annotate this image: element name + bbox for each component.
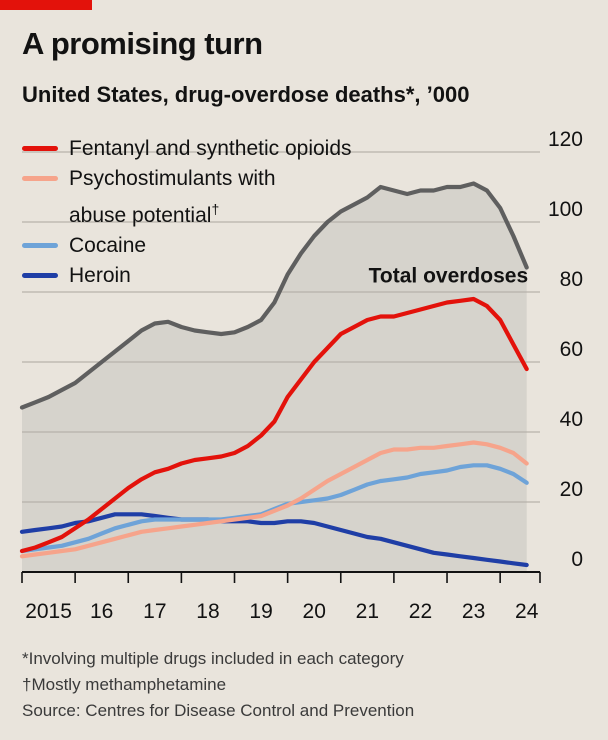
x-tick-label-21: 21 bbox=[356, 600, 379, 623]
legend-item-cocaine: Cocaine bbox=[22, 231, 352, 261]
legend: Fentanyl and synthetic opioids Psychosti… bbox=[22, 134, 352, 291]
series-line-total-overdoses bbox=[19, 181, 529, 410]
series-line-fentanyl-and-synthetic-opioids bbox=[19, 296, 529, 554]
line-chart: 0 20 40 60 80 100 120 2015 16 17 18 19 20 21 22 23 24 Tot… bbox=[19, 128, 583, 623]
x-tick-label-18: 18 bbox=[196, 600, 219, 623]
y-tick-label-0: 0 bbox=[571, 548, 583, 571]
x-tick-label-24: 24 bbox=[515, 600, 539, 623]
x-tick-label-20: 20 bbox=[303, 600, 326, 623]
legend-item-psychostimulants: Psychostimulants with abuse potential† bbox=[22, 164, 352, 231]
brand-red-tab bbox=[0, 0, 92, 10]
footnote-multiple-drugs: *Involving multiple drugs included in ea… bbox=[22, 649, 404, 668]
y-tick-label-60: 60 bbox=[560, 338, 583, 361]
y-tick-label-20: 20 bbox=[560, 478, 583, 501]
legend-item-heroin: Heroin bbox=[22, 261, 352, 291]
legend-label-heroin: Heroin bbox=[69, 264, 131, 287]
total-overdoses-annotation: Total overdoses bbox=[369, 265, 528, 288]
y-tick-label-80: 80 bbox=[560, 268, 583, 291]
y-tick-label-100: 100 bbox=[548, 198, 583, 221]
legend-swatch-psychostimulants bbox=[22, 176, 58, 181]
x-tick-label-16: 16 bbox=[90, 600, 113, 623]
x-tick-label-17: 17 bbox=[143, 600, 166, 623]
legend-label-psychostimulants: Psychostimulants with abuse potential† bbox=[69, 164, 276, 231]
y-tick-label-40: 40 bbox=[560, 408, 583, 431]
x-tick-label-22: 22 bbox=[409, 600, 432, 623]
legend-label-psychostimulants-line1: Psychostimulants with bbox=[69, 167, 276, 190]
x-tick-label-2015: 2015 bbox=[25, 600, 72, 623]
legend-swatch-cocaine bbox=[22, 243, 58, 248]
series-line-heroin bbox=[19, 512, 529, 568]
y-tick-label-120: 120 bbox=[548, 128, 583, 151]
footnote-methamphetamine: †Mostly methamphetamine bbox=[22, 675, 227, 694]
legend-swatch-heroin bbox=[22, 273, 58, 278]
series-line-psychostimulants-with-abuse-potential bbox=[19, 440, 529, 559]
footnotes: *Involving multiple drugs included in ea… bbox=[22, 646, 414, 724]
legend-label-cocaine: Cocaine bbox=[69, 234, 147, 257]
legend-item-fentanyl: Fentanyl and synthetic opioids bbox=[22, 134, 352, 164]
legend-label-fentanyl: Fentanyl and synthetic opioids bbox=[69, 137, 352, 160]
chart-title: A promising turn bbox=[22, 26, 263, 61]
x-tick-label-23: 23 bbox=[462, 600, 485, 623]
legend-swatch-fentanyl bbox=[22, 146, 58, 151]
source-note: Source: Centres for Disease Control and … bbox=[22, 701, 415, 720]
x-tick-label-19: 19 bbox=[249, 600, 272, 623]
chart-subtitle: United States, drug-overdose deaths*, ’0… bbox=[22, 82, 470, 107]
legend-label-psychostimulants-line2: abuse potential bbox=[69, 204, 212, 227]
legend-dagger: † bbox=[211, 201, 220, 217]
